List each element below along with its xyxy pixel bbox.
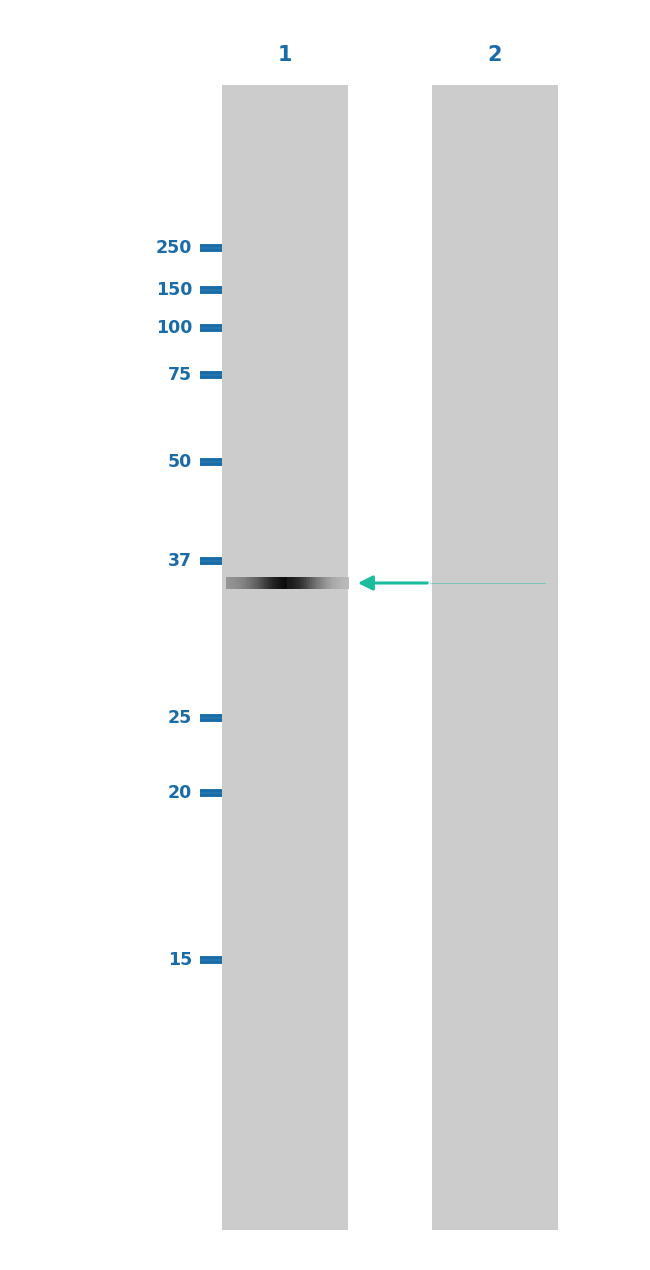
Bar — [313, 577, 315, 589]
Bar — [267, 577, 269, 589]
Bar — [257, 577, 259, 589]
Bar — [222, 85, 348, 1231]
Bar — [304, 577, 306, 589]
Bar — [322, 577, 324, 589]
Text: 50: 50 — [168, 453, 192, 471]
Text: 75: 75 — [168, 366, 192, 384]
Bar — [346, 577, 348, 589]
Bar — [324, 577, 326, 589]
Bar — [283, 577, 285, 589]
Bar — [347, 577, 349, 589]
Bar — [310, 577, 313, 589]
Bar — [227, 577, 229, 589]
Bar — [293, 577, 296, 589]
Bar — [301, 577, 303, 589]
Bar — [274, 577, 276, 589]
Text: 1: 1 — [278, 44, 292, 65]
Bar — [320, 577, 322, 589]
Bar — [286, 577, 288, 589]
Bar — [226, 577, 227, 589]
Bar — [258, 577, 260, 589]
Bar — [241, 577, 243, 589]
Bar — [233, 577, 235, 589]
Bar — [289, 577, 291, 589]
Bar — [246, 577, 248, 589]
Bar — [250, 577, 252, 589]
Bar — [275, 577, 277, 589]
Bar — [341, 577, 343, 589]
Bar — [230, 577, 233, 589]
Bar — [343, 577, 344, 589]
Text: 15: 15 — [168, 951, 192, 969]
Text: 250: 250 — [155, 239, 192, 257]
Bar — [306, 577, 307, 589]
Bar — [244, 577, 246, 589]
Text: 25: 25 — [168, 709, 192, 726]
Bar — [278, 577, 280, 589]
Bar — [232, 577, 234, 589]
Bar — [264, 577, 266, 589]
Bar — [240, 577, 242, 589]
Bar — [327, 577, 330, 589]
Bar — [300, 577, 302, 589]
Bar — [287, 577, 289, 589]
Bar — [337, 577, 339, 589]
Bar — [259, 577, 262, 589]
Text: 2: 2 — [488, 44, 502, 65]
Bar — [269, 577, 271, 589]
Bar — [333, 577, 335, 589]
Bar — [317, 577, 318, 589]
Bar — [338, 577, 340, 589]
Bar — [330, 577, 332, 589]
Bar — [312, 577, 314, 589]
Bar — [229, 577, 231, 589]
Text: 37: 37 — [168, 552, 192, 570]
Bar — [255, 577, 257, 589]
Bar — [237, 577, 239, 589]
Bar — [329, 577, 331, 589]
Bar — [315, 577, 317, 589]
Bar — [266, 577, 268, 589]
Bar — [252, 577, 254, 589]
Bar — [296, 577, 298, 589]
Bar — [242, 577, 244, 589]
Bar — [335, 577, 337, 589]
Bar — [235, 577, 237, 589]
Bar — [307, 577, 309, 589]
Bar — [326, 577, 328, 589]
Bar — [280, 577, 281, 589]
Bar — [249, 577, 251, 589]
Bar — [263, 577, 265, 589]
Bar — [247, 577, 250, 589]
Bar — [332, 577, 334, 589]
Bar — [432, 85, 558, 1231]
Bar — [254, 577, 255, 589]
Text: 150: 150 — [155, 281, 192, 298]
Bar — [295, 577, 297, 589]
Bar — [238, 577, 240, 589]
Bar — [321, 577, 323, 589]
Bar — [284, 577, 286, 589]
Bar — [339, 577, 342, 589]
Bar — [309, 577, 311, 589]
Bar — [272, 577, 274, 589]
Bar — [291, 577, 292, 589]
Bar — [303, 577, 305, 589]
Bar — [292, 577, 294, 589]
Bar — [344, 577, 346, 589]
Bar — [276, 577, 279, 589]
Bar — [298, 577, 300, 589]
Bar — [270, 577, 272, 589]
Text: 20: 20 — [168, 784, 192, 801]
Bar — [318, 577, 320, 589]
Text: 100: 100 — [155, 319, 192, 337]
Bar — [281, 577, 283, 589]
Bar — [261, 577, 263, 589]
